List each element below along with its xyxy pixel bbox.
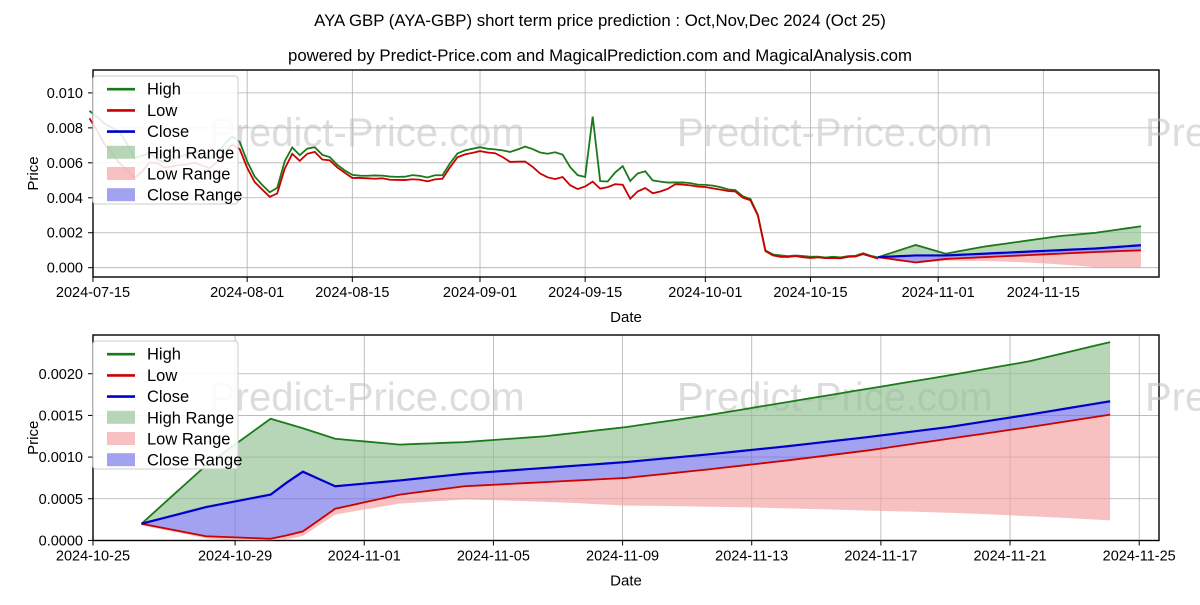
svg-text:2024-11-05: 2024-11-05 [457, 549, 530, 565]
svg-text:0.000: 0.000 [47, 261, 83, 277]
svg-text:High Range: High Range [147, 409, 234, 427]
svg-text:0.008: 0.008 [47, 121, 83, 137]
svg-text:2024-10-25: 2024-10-25 [56, 549, 130, 565]
svg-text:Price: Price [25, 156, 42, 190]
svg-text:Low Range: Low Range [147, 431, 230, 449]
svg-text:2024-10-01: 2024-10-01 [668, 285, 742, 301]
svg-text:2024-11-13: 2024-11-13 [715, 549, 788, 565]
svg-text:0.006: 0.006 [47, 156, 83, 172]
svg-text:2024-11-25: 2024-11-25 [1103, 549, 1176, 565]
svg-text:Close Range: Close Range [147, 187, 242, 205]
svg-text:2024-09-01: 2024-09-01 [443, 285, 517, 301]
svg-text:2024-11-21: 2024-11-21 [973, 549, 1046, 565]
svg-text:Date: Date [610, 309, 642, 326]
svg-text:Low: Low [147, 367, 177, 385]
svg-text:Price: Price [25, 421, 42, 455]
svg-text:Close: Close [147, 388, 189, 406]
svg-text:2024-09-15: 2024-09-15 [548, 285, 622, 301]
svg-text:0.010: 0.010 [47, 86, 83, 102]
svg-text:0.0020: 0.0020 [39, 367, 83, 383]
svg-text:Close Range: Close Range [147, 452, 242, 470]
svg-text:Date: Date [610, 573, 642, 590]
svg-text:0.004: 0.004 [47, 191, 83, 207]
svg-text:Low Range: Low Range [147, 166, 230, 184]
svg-text:Predict-Price.com: Predict-Price.com [1145, 376, 1200, 420]
svg-text:2024-07-15: 2024-07-15 [56, 285, 130, 301]
svg-text:2024-11-09: 2024-11-09 [586, 549, 659, 565]
svg-text:2024-10-29: 2024-10-29 [198, 549, 272, 565]
svg-text:Predict-Price.com: Predict-Price.com [1145, 111, 1200, 155]
svg-text:0.0000: 0.0000 [39, 533, 83, 549]
svg-text:0.002: 0.002 [47, 226, 83, 242]
svg-text:2024-11-15: 2024-11-15 [1007, 285, 1080, 301]
svg-text:Predict-Price.com: Predict-Price.com [209, 376, 525, 420]
svg-text:High: High [147, 81, 181, 99]
svg-text:Predict-Price.com: Predict-Price.com [677, 111, 993, 155]
svg-text:2024-11-17: 2024-11-17 [844, 549, 917, 565]
svg-text:High: High [147, 346, 181, 364]
svg-text:2024-11-01: 2024-11-01 [328, 549, 401, 565]
svg-text:High Range: High Range [147, 144, 234, 162]
svg-text:0.0015: 0.0015 [39, 408, 83, 424]
svg-text:0.0005: 0.0005 [39, 492, 83, 508]
svg-text:0.0010: 0.0010 [39, 450, 83, 466]
svg-text:2024-10-15: 2024-10-15 [773, 285, 847, 301]
svg-text:2024-11-01: 2024-11-01 [902, 285, 975, 301]
svg-text:Close: Close [147, 123, 189, 141]
svg-text:2024-08-01: 2024-08-01 [210, 285, 284, 301]
svg-text:Low: Low [147, 102, 177, 120]
svg-text:2024-08-15: 2024-08-15 [315, 285, 389, 301]
